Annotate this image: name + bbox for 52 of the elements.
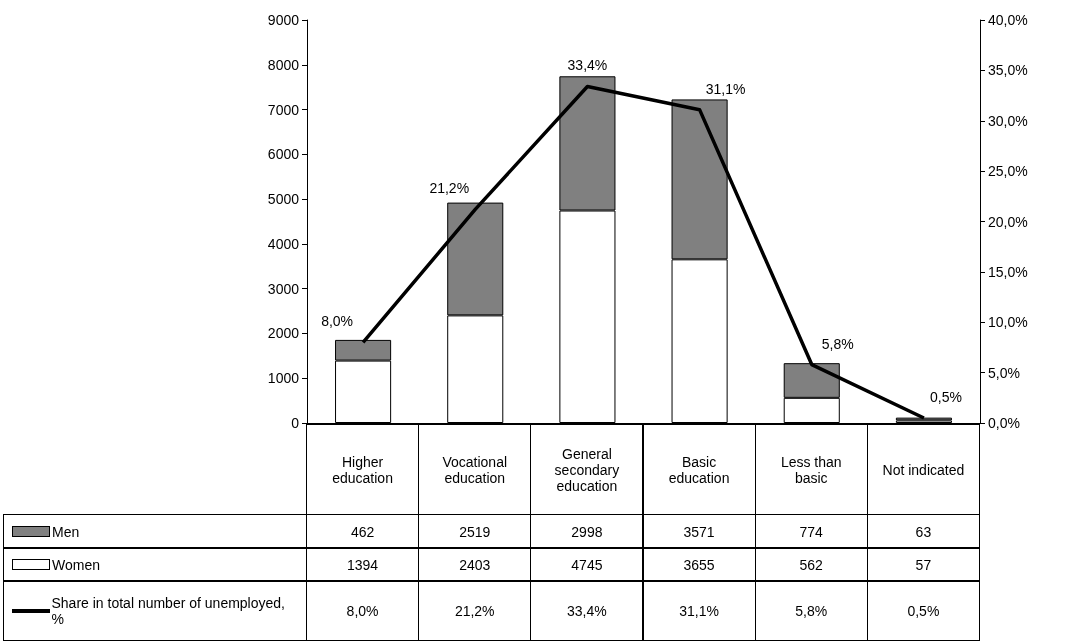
data-label: 21,2% [418, 580, 532, 641]
data-label: 2519 [418, 514, 532, 549]
text: 5,8% [821, 335, 854, 352]
legend-label: Women [52, 556, 100, 573]
data-label: 8,0% [306, 580, 420, 641]
y2-tick-label: 15,0% [988, 263, 1028, 280]
data-label: 3571 [642, 514, 756, 549]
x-tick-label: Not indicated [866, 424, 980, 515]
y-tick-label: 2000 [267, 325, 300, 342]
text: 31,1% [705, 80, 746, 97]
legend-label: Men [52, 523, 80, 540]
y-tick-label: 3000 [267, 280, 300, 297]
y2-tick-label: 35,0% [988, 62, 1028, 79]
data-label: 1394 [306, 547, 420, 582]
data-label: 63 [866, 514, 980, 549]
data-label: 31,1% [642, 580, 756, 641]
text: 0,5% [929, 388, 962, 405]
data-label: 774 [754, 514, 868, 549]
y-tick-label: 9000 [267, 12, 300, 28]
y-tick-label: 1000 [267, 370, 300, 387]
data-label: 33,4% [530, 580, 644, 641]
data-label: 4745 [530, 547, 644, 582]
data-label: 3655 [642, 547, 756, 582]
data-label: 462 [306, 514, 420, 549]
text: 8,0% [321, 313, 354, 330]
x-tick-label: Less than basic [754, 424, 868, 515]
legend-label: Share in total number of unemployed, % [51, 594, 286, 627]
y2-tick-label: 40,0% [988, 12, 1028, 28]
y2-tick-label: 20,0% [988, 213, 1028, 230]
y-tick-label: 0 [291, 415, 300, 431]
text: 21,2% [429, 180, 470, 197]
data-label: 562 [754, 547, 868, 582]
y-tick-label: 8000 [267, 56, 300, 73]
x-tick-label: Basic education [642, 424, 756, 515]
y-tick-label: 4000 [267, 235, 300, 252]
data-label: 5,8% [754, 580, 868, 641]
y-tick-label: 5000 [267, 191, 300, 208]
text: 33,4% [567, 57, 608, 74]
y2-tick-label: 5,0% [988, 364, 1020, 381]
data-label: 2403 [418, 547, 532, 582]
data-label: 2998 [530, 514, 644, 549]
y2-tick-label: 25,0% [988, 163, 1028, 180]
x-tick-label: General secondary education [530, 424, 644, 515]
y-tick-label: 7000 [267, 101, 300, 118]
y2-tick-label: 10,0% [988, 314, 1028, 331]
x-tick-label: Higher education [306, 424, 420, 515]
data-label: 0,5% [866, 580, 980, 641]
data-label: 57 [866, 547, 980, 582]
y-tick-label: 6000 [267, 146, 300, 163]
x-tick-label: Vocational education [418, 424, 532, 515]
y2-tick-label: 0,0% [988, 415, 1020, 431]
y2-tick-label: 30,0% [988, 112, 1028, 129]
